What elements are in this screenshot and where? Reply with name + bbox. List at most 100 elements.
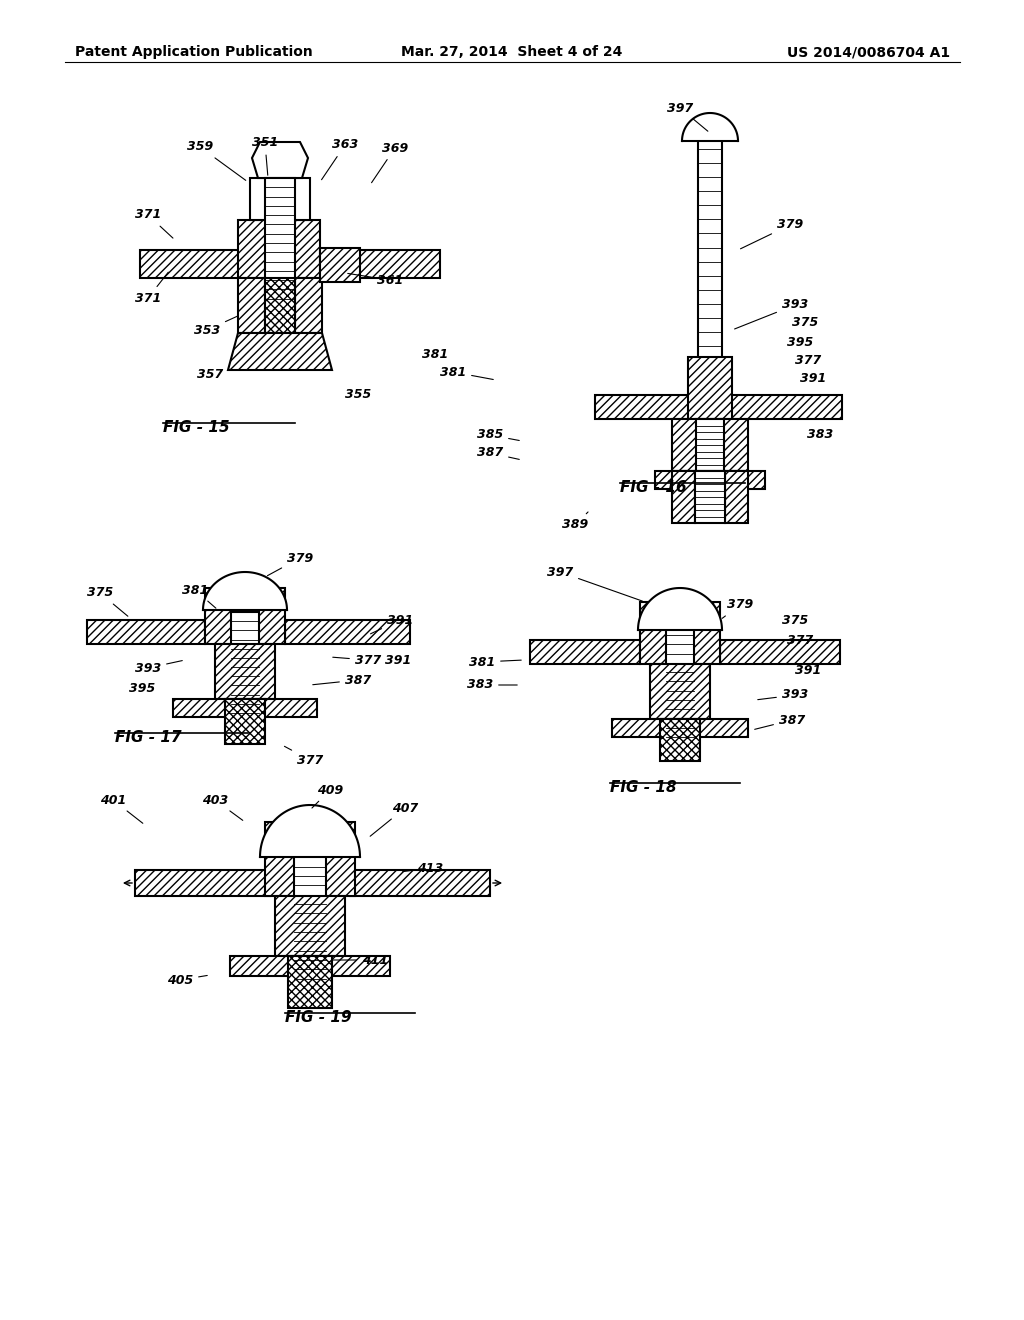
Text: 387: 387 bbox=[477, 446, 519, 459]
Text: 363: 363 bbox=[322, 139, 358, 180]
Text: 383: 383 bbox=[807, 429, 834, 441]
Bar bbox=[173, 700, 317, 717]
Text: 393: 393 bbox=[135, 660, 182, 675]
Text: 407: 407 bbox=[370, 801, 418, 837]
Text: 371: 371 bbox=[135, 272, 168, 305]
Text: 377: 377 bbox=[333, 653, 381, 667]
Text: FIG - 19: FIG - 19 bbox=[285, 1010, 351, 1026]
Text: 379: 379 bbox=[722, 598, 753, 618]
Text: 389: 389 bbox=[562, 512, 588, 532]
Bar bbox=[666, 626, 694, 746]
Text: 383: 383 bbox=[467, 678, 517, 692]
Text: 391: 391 bbox=[800, 371, 826, 384]
Text: 377: 377 bbox=[795, 354, 821, 367]
Polygon shape bbox=[682, 114, 738, 141]
Text: Patent Application Publication: Patent Application Publication bbox=[75, 45, 312, 59]
Text: 409: 409 bbox=[312, 784, 343, 808]
Bar bbox=[238, 279, 265, 333]
Bar bbox=[285, 620, 410, 644]
Text: 397: 397 bbox=[667, 102, 708, 131]
Text: 413: 413 bbox=[402, 862, 443, 874]
Bar bbox=[350, 870, 490, 896]
Text: 375: 375 bbox=[782, 614, 808, 627]
Bar bbox=[650, 664, 710, 719]
Bar bbox=[672, 471, 695, 523]
Bar bbox=[275, 896, 345, 956]
Text: 371: 371 bbox=[135, 209, 173, 238]
Bar bbox=[238, 220, 319, 279]
Bar bbox=[696, 418, 724, 471]
Bar bbox=[688, 356, 732, 418]
Text: 381: 381 bbox=[182, 583, 216, 609]
Text: 387: 387 bbox=[755, 714, 805, 730]
Text: 375: 375 bbox=[87, 586, 128, 616]
Bar bbox=[695, 471, 725, 523]
Bar bbox=[288, 956, 332, 1008]
Text: 387: 387 bbox=[312, 673, 371, 686]
Bar bbox=[612, 719, 748, 737]
Text: 357: 357 bbox=[197, 368, 223, 381]
Bar bbox=[215, 644, 275, 700]
Text: 395: 395 bbox=[786, 335, 813, 348]
Bar bbox=[265, 822, 355, 896]
Bar bbox=[205, 587, 285, 644]
Bar bbox=[135, 870, 270, 896]
Text: 379: 379 bbox=[740, 219, 803, 248]
Bar bbox=[319, 249, 440, 279]
Text: FIG - 18: FIG - 18 bbox=[610, 780, 677, 795]
Text: 391: 391 bbox=[385, 653, 411, 667]
Text: 401: 401 bbox=[100, 793, 142, 824]
Bar bbox=[720, 640, 840, 664]
Text: 379: 379 bbox=[267, 552, 313, 576]
Text: 391: 391 bbox=[371, 614, 413, 634]
Polygon shape bbox=[252, 143, 308, 178]
Text: 377: 377 bbox=[285, 746, 324, 767]
Text: US 2014/0086704 A1: US 2014/0086704 A1 bbox=[786, 45, 950, 59]
Bar bbox=[722, 395, 842, 418]
Bar bbox=[640, 602, 720, 664]
Text: FIG - 16: FIG - 16 bbox=[620, 480, 687, 495]
Bar bbox=[595, 395, 698, 418]
Text: 405: 405 bbox=[167, 974, 207, 986]
Bar bbox=[295, 279, 322, 333]
Text: 385: 385 bbox=[477, 429, 519, 441]
Text: 355: 355 bbox=[345, 388, 371, 401]
Text: 377: 377 bbox=[786, 634, 813, 647]
Text: 411: 411 bbox=[333, 953, 388, 966]
Bar bbox=[231, 612, 259, 722]
Bar bbox=[294, 847, 326, 987]
Bar bbox=[87, 620, 205, 644]
Text: 397: 397 bbox=[547, 565, 642, 601]
Bar bbox=[265, 279, 295, 333]
Bar bbox=[725, 471, 748, 523]
Text: 351: 351 bbox=[252, 136, 279, 176]
Text: 393: 393 bbox=[734, 298, 808, 329]
Text: 403: 403 bbox=[202, 793, 243, 820]
Text: 393: 393 bbox=[758, 689, 808, 701]
Bar bbox=[672, 418, 748, 471]
Bar bbox=[319, 248, 360, 282]
Bar bbox=[660, 719, 700, 762]
Text: FIG - 15: FIG - 15 bbox=[163, 420, 229, 436]
Text: 381: 381 bbox=[440, 366, 494, 379]
Bar bbox=[225, 700, 265, 744]
Text: 369: 369 bbox=[372, 141, 409, 182]
Bar bbox=[230, 956, 390, 975]
Text: Mar. 27, 2014  Sheet 4 of 24: Mar. 27, 2014 Sheet 4 of 24 bbox=[401, 45, 623, 59]
Text: 395: 395 bbox=[129, 681, 155, 694]
Polygon shape bbox=[260, 805, 360, 857]
Text: 381: 381 bbox=[422, 348, 449, 362]
Text: FIG - 17: FIG - 17 bbox=[115, 730, 181, 744]
Polygon shape bbox=[203, 572, 287, 610]
Polygon shape bbox=[228, 333, 332, 370]
Bar bbox=[140, 249, 240, 279]
Bar bbox=[265, 178, 295, 308]
Text: 359: 359 bbox=[186, 140, 246, 181]
Text: 361: 361 bbox=[348, 273, 403, 286]
Bar bbox=[250, 178, 310, 220]
Polygon shape bbox=[638, 587, 722, 630]
Text: 353: 353 bbox=[194, 317, 238, 337]
Bar bbox=[698, 135, 722, 360]
Text: 381: 381 bbox=[469, 656, 521, 668]
Bar bbox=[655, 471, 765, 488]
